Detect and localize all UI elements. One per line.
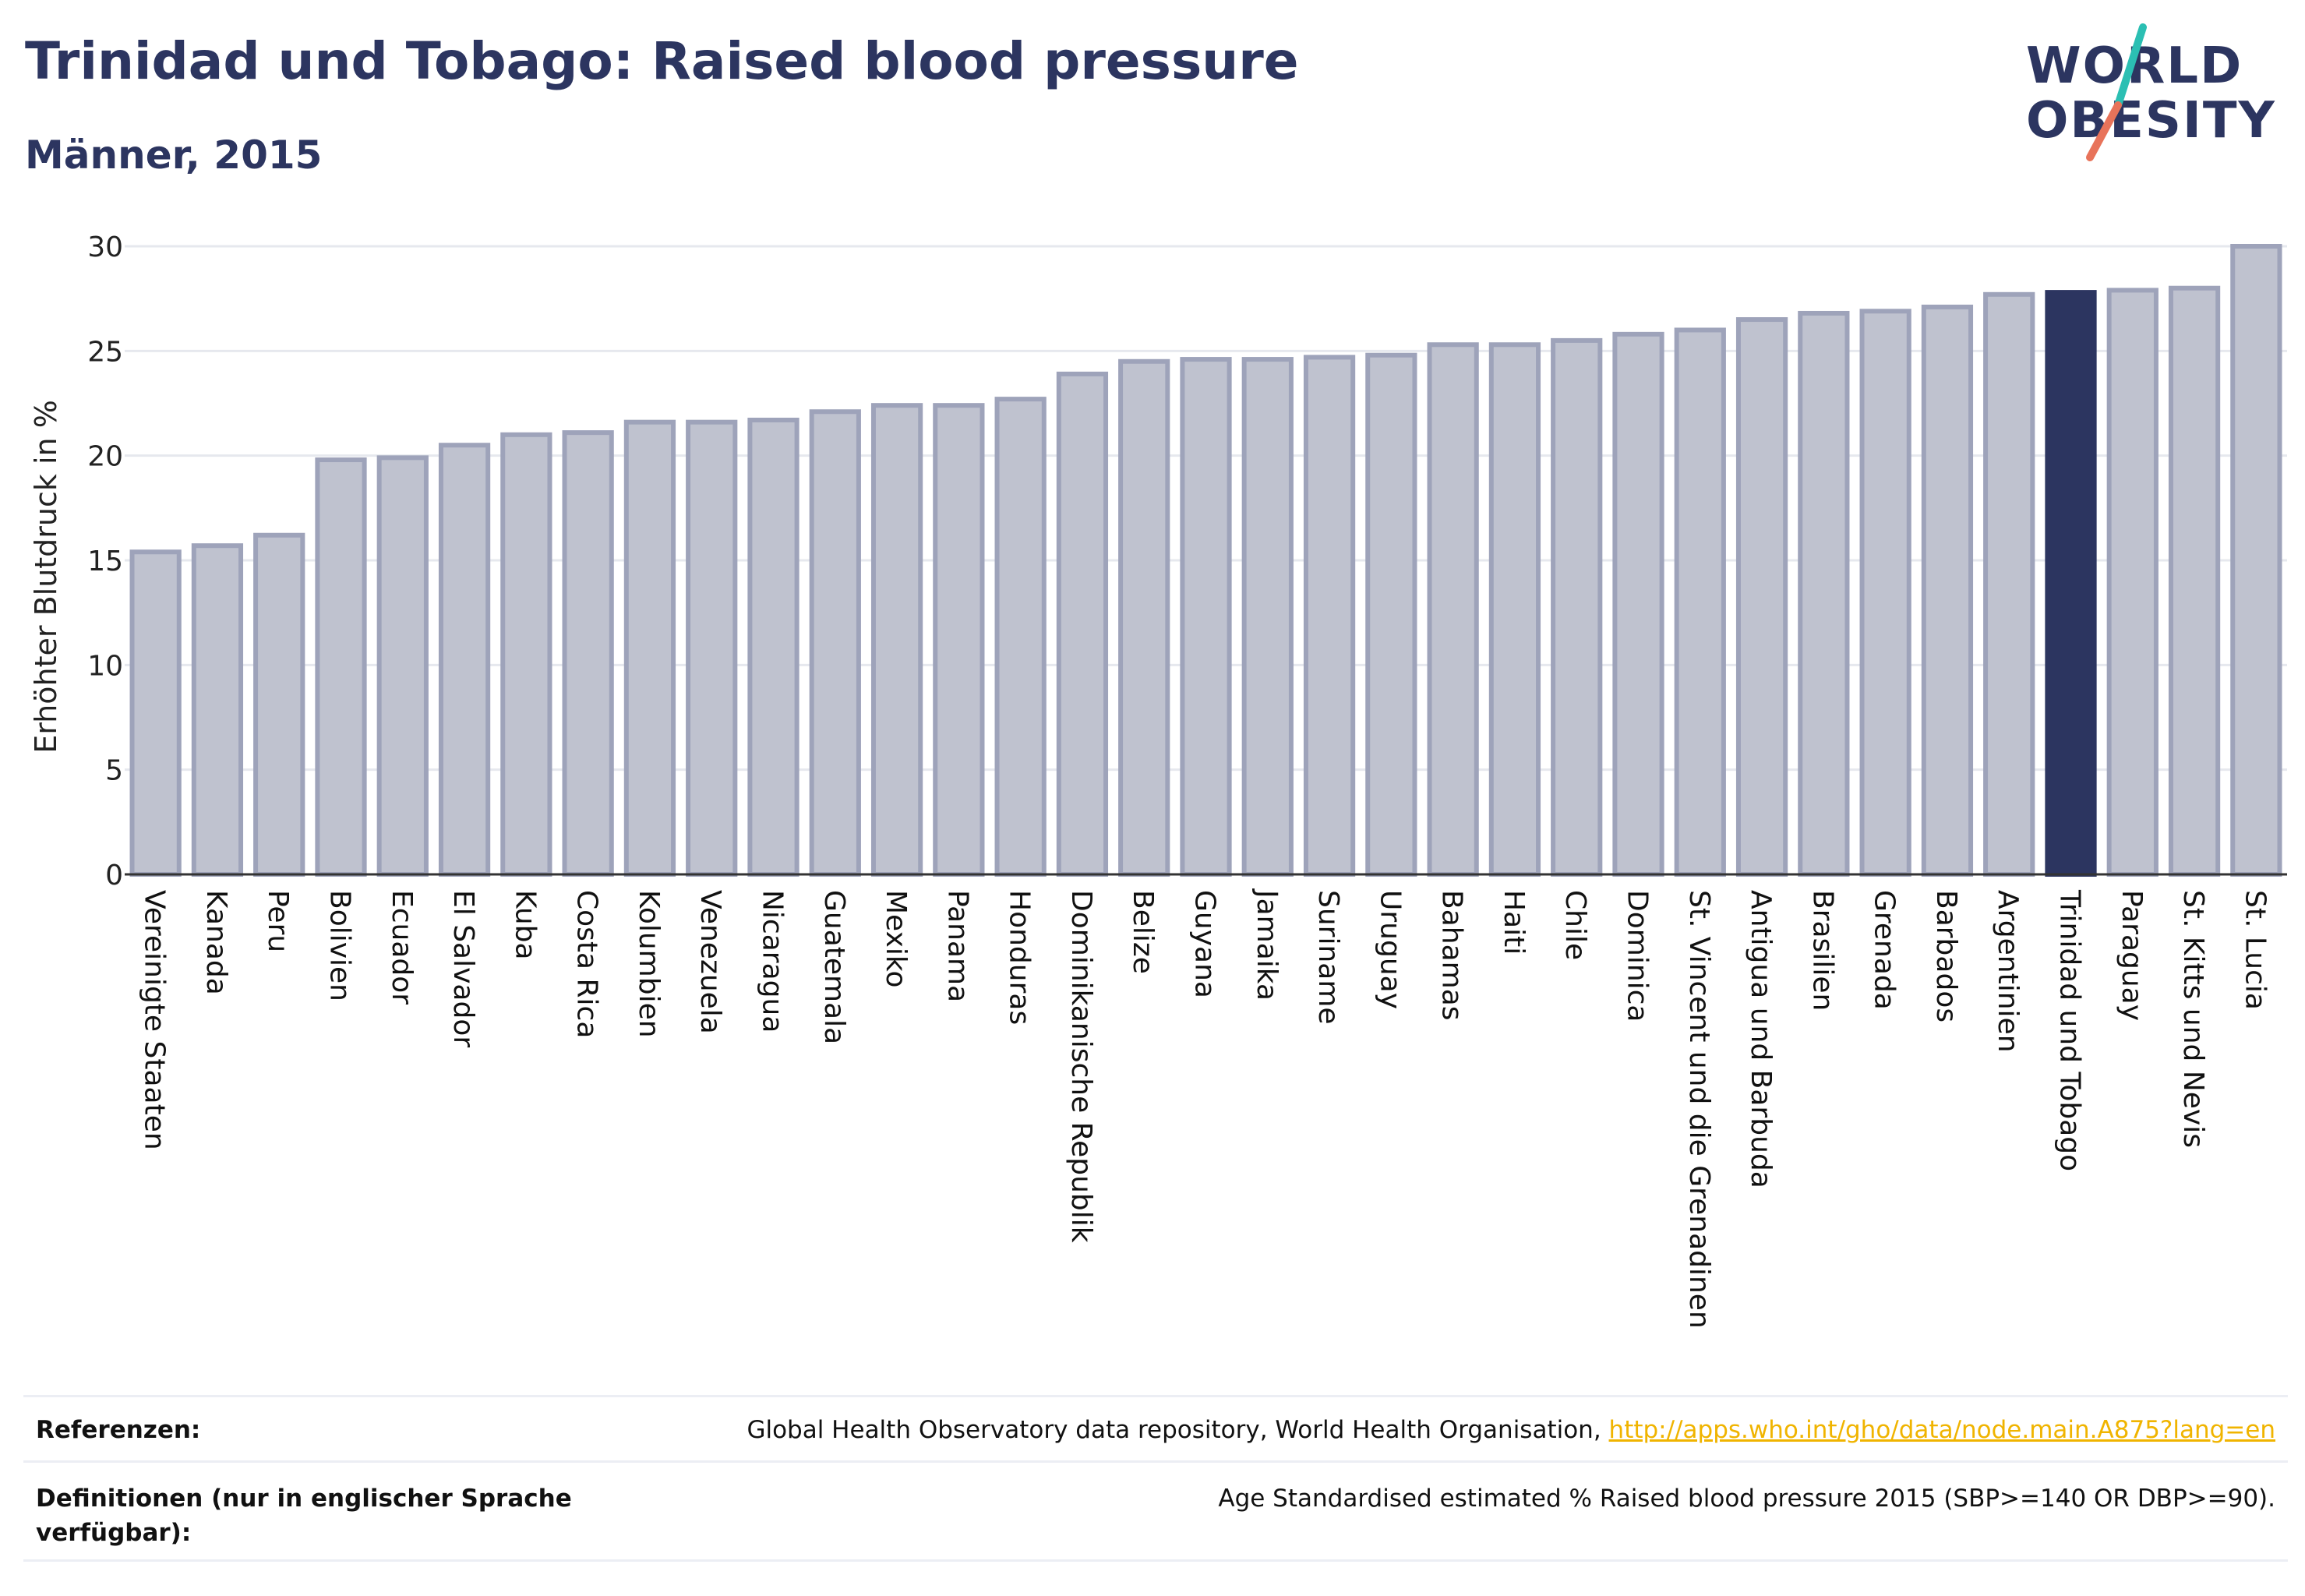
x-tick-label: Kolumbien <box>633 890 665 1038</box>
x-tick-label: Mexiko <box>880 890 912 987</box>
x-tick-label: Belize <box>1127 890 1159 974</box>
bar-bolivien <box>315 457 367 877</box>
bar-guyana <box>1180 357 1232 877</box>
x-tick-label: Guyana <box>1189 890 1221 998</box>
x-tick-label: Bahamas <box>1436 890 1468 1021</box>
x-tick-label: Uruguay <box>1374 890 1406 1009</box>
bars <box>129 244 2282 877</box>
references-text: Global Health Observatory data repositor… <box>747 1416 1609 1444</box>
bar-panama <box>933 403 985 877</box>
world-obesity-logo: WORLD OBESITY <box>2026 23 2291 164</box>
bar-peru <box>253 532 305 877</box>
bar-suriname <box>1303 355 1356 877</box>
bar-dominica <box>1612 331 1664 877</box>
x-tick-label: Grenada <box>1869 890 1901 1010</box>
y-tick-label: 25 <box>87 336 123 368</box>
bar-kanada <box>191 543 244 877</box>
y-tick-label: 5 <box>105 755 123 787</box>
x-tick-label: Honduras <box>1004 890 1036 1025</box>
x-tick-label: Suriname <box>1312 890 1344 1025</box>
x-tick-label: Bolivien <box>324 890 356 1001</box>
x-axis-labels: Vereinigte Staaten Kanada Peru Bolivien Ecua… <box>139 888 2271 1329</box>
x-tick-label: Dominica <box>1622 890 1654 1022</box>
x-tick-label: Venezuela <box>694 890 726 1034</box>
x-tick-label: Costa Rica <box>571 890 603 1038</box>
x-tick-label: Kanada <box>200 890 232 995</box>
x-tick-label: Kuba <box>509 890 541 960</box>
bar-chart: 0 5 10 15 20 25 30 Erhöhter Blutdruck in % Ver… <box>29 231 2287 1329</box>
bar-bahamas <box>1427 342 1479 877</box>
references-label: Referenzen: <box>36 1416 201 1444</box>
references-value: Global Health Observatory data repositor… <box>747 1413 2275 1447</box>
references-row: Referenzen: Global Health Observatory da… <box>23 1395 2288 1463</box>
bar-uruguay <box>1365 352 1417 877</box>
y-tick-label: 0 <box>105 860 123 892</box>
y-tick-label: 15 <box>87 546 123 577</box>
x-tick-label: St. Vincent und die Grenadinen <box>1683 890 1715 1329</box>
x-tick-label: Haiti <box>1498 890 1530 955</box>
x-tick-label: Dominikanische Republik <box>1065 890 1097 1243</box>
x-tick-label: Antigua und Barbuda <box>1745 890 1777 1188</box>
bar-mexiko <box>870 403 923 877</box>
bar-st-kitts-und-nevis <box>2168 285 2221 877</box>
references-link[interactable]: http://apps.who.int/gho/data/node.main.A… <box>1608 1416 2275 1444</box>
bar-venezuela <box>686 419 738 877</box>
y-tick-label: 10 <box>87 650 123 682</box>
y-tick-label: 20 <box>87 441 123 473</box>
bar-vereinigte-staaten <box>129 549 182 877</box>
bar-ecuador <box>376 455 429 877</box>
y-axis-label: Erhöhter Blutdruck in % <box>29 400 63 754</box>
page-subtitle: Männer, 2015 <box>25 132 323 178</box>
bar-haiti <box>1488 342 1541 877</box>
logo-line-2: OBESITY <box>2026 92 2276 150</box>
x-tick-label: St. Lucia <box>2239 890 2271 1010</box>
x-tick-label: Peru <box>262 890 294 952</box>
page-title: Trinidad und Tobago: Raised blood pressu… <box>25 31 1299 91</box>
bar-jamaika <box>1241 357 1294 877</box>
bar-brasilien <box>1798 310 1850 877</box>
bar-barbados <box>1921 304 1974 877</box>
x-tick-label: Jamaika <box>1251 888 1283 1001</box>
bar-honduras <box>994 397 1047 877</box>
bar-chile <box>1551 337 1603 877</box>
bar-trinidad-und-tobago <box>2045 290 2097 877</box>
bar-st-lucia <box>2230 244 2282 877</box>
x-tick-label: Trinidad und Tobago <box>2054 889 2086 1171</box>
y-axis-ticks: 0 5 10 15 20 25 30 <box>87 231 123 892</box>
x-tick-label: Chile <box>1559 890 1591 960</box>
x-tick-label: Paraguay <box>2116 890 2148 1021</box>
x-tick-label: St. Kitts und Nevis <box>2177 890 2209 1148</box>
x-tick-label: El Salvador <box>447 890 479 1047</box>
x-tick-label: Brasilien <box>1806 890 1838 1011</box>
bar-dominikanische-republik <box>1056 371 1109 877</box>
x-tick-label: Argentinien <box>1992 890 2024 1053</box>
bar-paraguay <box>2106 288 2159 877</box>
bar-belize <box>1118 358 1170 877</box>
definitions-value: Age Standardised estimated % Raised bloo… <box>1218 1485 2275 1513</box>
bar-el-salvador <box>438 443 491 877</box>
x-tick-label: Vereinigte Staaten <box>139 890 171 1150</box>
x-tick-label: Guatemala <box>818 890 850 1044</box>
bar-antigua-und-barbuda <box>1735 317 1788 877</box>
bar-costa-rica <box>562 430 614 877</box>
definitions-row: Definitionen (nur in englischer Sprache … <box>23 1460 2288 1562</box>
bar-argentinien <box>1983 291 2035 877</box>
definitions-label: Definitionen (nur in englischer Sprache … <box>36 1485 572 1547</box>
logo-slash-icon <box>2086 23 2147 161</box>
bar-nicaragua <box>747 417 800 877</box>
bar-kolumbien <box>623 419 676 877</box>
x-tick-label: Ecuador <box>386 890 418 1005</box>
bar-grenada <box>1859 309 1911 877</box>
bar-guatemala <box>809 409 861 877</box>
bar-kuba <box>500 432 552 877</box>
x-tick-label: Panama <box>941 890 973 1002</box>
x-tick-label: Barbados <box>1930 890 1962 1022</box>
bar-st-vincent-und-die-grenadinen <box>1674 327 1726 877</box>
y-tick-label: 30 <box>87 231 123 263</box>
x-tick-label: Nicaragua <box>757 890 789 1033</box>
